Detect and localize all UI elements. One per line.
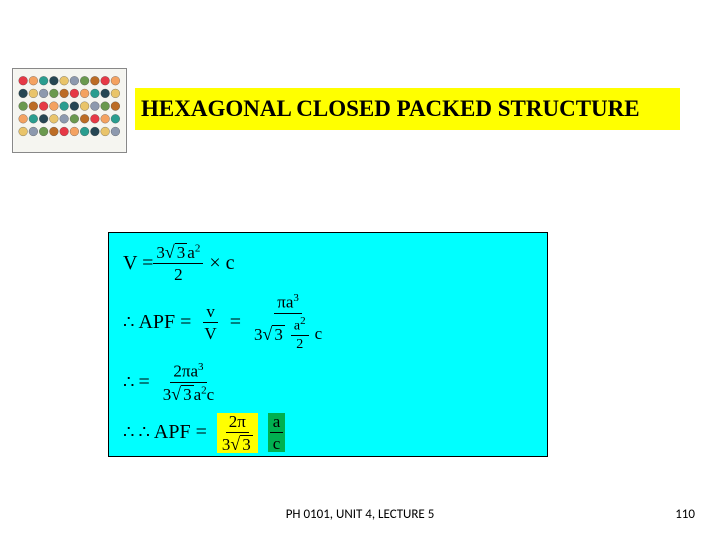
frac-3: 2πa3 3√3a2c <box>160 362 217 403</box>
page-number: 110 <box>675 507 695 522</box>
apf-final: APF = <box>154 421 207 444</box>
therefore-3b: ∴ <box>138 422 149 443</box>
eq-line-2: ∴ APF = v V = πa3 3√3 a2 2 c <box>123 293 533 352</box>
frac-voverv: v V <box>201 303 219 342</box>
therefore-1: ∴ <box>123 312 134 333</box>
footer-text: PH 0101, UNIT 4, LECTURE 5 <box>0 507 720 522</box>
equals-3: = <box>138 371 149 394</box>
eq-line-3: ∴ = 2πa3 3√3a2c <box>123 362 533 403</box>
frac-1: 3√3a2 2 <box>153 243 203 283</box>
therefore-3a: ∴ <box>123 422 134 443</box>
therefore-2: ∴ <box>123 372 134 393</box>
slide-title: HEXAGONAL CLOSED PACKED STRUCTURE <box>141 96 640 122</box>
equals: = <box>230 311 241 334</box>
eq-line-1: V = 3√3a2 2 × c <box>123 243 533 283</box>
frac-hl-yellow: 2π 3√3 <box>217 413 258 453</box>
frac-big: πa3 3√3 a2 2 c <box>251 293 325 352</box>
v-equals: V = <box>123 252 153 275</box>
molecule-thumbnail <box>12 68 127 153</box>
times-c: × c <box>209 252 234 275</box>
equation-box: V = 3√3a2 2 × c ∴ APF = v V = πa3 3√3 a2… <box>108 232 548 457</box>
title-bar: HEXAGONAL CLOSED PACKED STRUCTURE <box>135 88 680 130</box>
apf-label: APF = <box>138 311 191 334</box>
eq-line-4: ∴ ∴ APF = 2π 3√3 a c <box>123 413 533 453</box>
frac-hl-green: a c <box>268 413 286 452</box>
